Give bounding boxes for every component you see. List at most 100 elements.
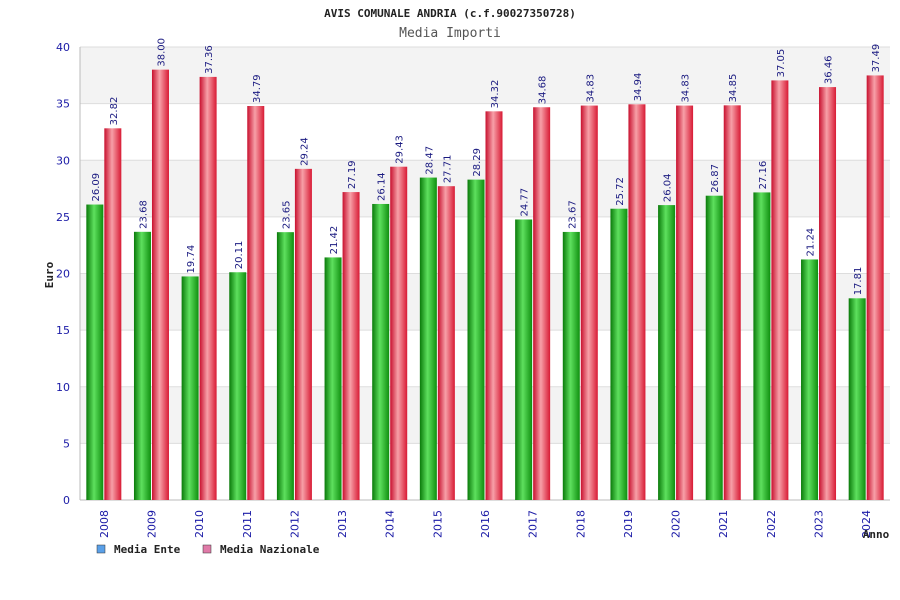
bar-media-ente-2023	[801, 259, 819, 500]
bar-media-nazionale-2020	[676, 105, 694, 501]
data-label: 27.16	[758, 161, 769, 190]
x-tick-label: 2012	[288, 510, 301, 538]
data-label: 26.14	[377, 172, 388, 201]
data-label: 34.32	[490, 80, 501, 109]
bar-media-ente-2016	[467, 179, 485, 500]
bar-media-ente-2019	[610, 208, 628, 500]
data-label: 34.94	[633, 73, 644, 102]
x-tick-label: 2015	[431, 510, 444, 538]
data-label: 34.83	[585, 74, 596, 103]
bar-media-ente-2013	[324, 257, 342, 500]
data-label: 25.72	[615, 177, 626, 206]
x-tick-label: 2020	[670, 510, 683, 538]
data-label: 23.68	[138, 200, 149, 229]
data-label: 26.87	[710, 164, 721, 193]
data-label: 20.11	[234, 241, 245, 270]
x-axis-ticks: 2008 2009 2010 2011 2012 2013 2014 2015 2016 2017…	[98, 510, 873, 538]
bar-media-nazionale-2014	[390, 166, 408, 500]
bar-media-ente-2014	[372, 203, 390, 501]
legend-swatch-media-ente	[96, 544, 106, 554]
x-tick-label: 2022	[765, 510, 778, 538]
bar-media-ente-2021	[705, 195, 723, 500]
data-label: 27.19	[347, 160, 358, 189]
data-label: 32.82	[109, 97, 120, 126]
bar-media-nazionale-2009	[151, 69, 169, 501]
data-label: 34.79	[252, 74, 263, 103]
bar-media-nazionale-2021	[723, 105, 741, 500]
data-label: 26.04	[663, 173, 674, 202]
data-label: 28.47	[424, 146, 435, 175]
x-tick-label: 2024	[860, 510, 873, 538]
data-label: 37.36	[204, 45, 215, 74]
x-tick-label: 2018	[574, 510, 587, 538]
x-tick-label: 2009	[145, 510, 158, 538]
x-tick-label: 2019	[622, 510, 635, 538]
legend-label-media-ente: Media Ente	[114, 543, 181, 556]
x-tick-label: 2014	[384, 510, 397, 538]
bar-media-nazionale-2012	[294, 168, 312, 500]
y-tick-label: 10	[56, 381, 70, 394]
bar-media-nazionale-2008	[104, 128, 122, 500]
x-tick-label: 2021	[717, 510, 730, 538]
bar-media-ente-2017	[515, 219, 533, 501]
bar-media-nazionale-2018	[580, 105, 598, 501]
bar-media-nazionale-2016	[485, 111, 503, 501]
bar-media-ente-2008	[86, 204, 104, 500]
data-label: 27.71	[442, 155, 453, 184]
bar-media-nazionale-2015	[437, 186, 455, 500]
data-label: 34.83	[681, 74, 692, 103]
bar-media-ente-2018	[562, 231, 580, 500]
data-label: 34.68	[538, 76, 549, 105]
y-tick-label: 20	[56, 268, 70, 281]
bar-media-ente-2024	[848, 298, 866, 500]
y-tick-label: 25	[56, 211, 70, 224]
bar-media-nazionale-2024	[866, 75, 884, 500]
chart-title: AVIS COMUNALE ANDRIA (c.f.90027350728)	[324, 7, 576, 20]
bar-media-nazionale-2013	[342, 192, 360, 501]
data-label: 23.67	[567, 200, 578, 229]
data-label: 37.05	[776, 49, 787, 78]
bar-media-nazionale-2011	[247, 106, 265, 501]
bar-media-ente-2010	[181, 276, 199, 500]
data-label: 38.00	[156, 38, 167, 67]
x-tick-label: 2016	[479, 510, 492, 538]
data-label: 37.49	[871, 44, 882, 73]
bar-media-nazionale-2023	[819, 87, 837, 500]
legend-label-media-nazionale: Media Nazionale	[220, 543, 320, 556]
data-label: 28.29	[472, 148, 483, 177]
data-label: 29.24	[299, 137, 310, 166]
bar-media-ente-2012	[276, 232, 294, 500]
x-tick-label: 2011	[241, 510, 254, 538]
legend-swatch-media-nazionale	[202, 544, 212, 554]
bar-media-ente-2015	[419, 177, 437, 500]
data-label: 23.65	[281, 201, 292, 230]
x-tick-label: 2017	[527, 510, 540, 538]
bar-media-ente-2011	[229, 272, 247, 500]
bar-media-nazionale-2017	[533, 107, 551, 501]
legend: Media Ente Media Nazionale	[96, 543, 320, 556]
bar-media-ente-2022	[753, 192, 771, 500]
data-label: 24.77	[520, 188, 531, 217]
bar-media-ente-2020	[658, 205, 676, 501]
data-label: 21.42	[329, 226, 340, 255]
y-tick-label: 5	[63, 437, 70, 450]
data-label: 34.85	[728, 74, 739, 103]
x-tick-label: 2008	[98, 510, 111, 538]
y-tick-label: 0	[63, 494, 70, 507]
x-tick-label: 2023	[813, 510, 826, 538]
y-tick-label: 35	[56, 98, 70, 111]
x-axis-label: Anno	[863, 528, 890, 541]
bar-media-nazionale-2019	[628, 104, 646, 500]
y-tick-label: 15	[56, 324, 70, 337]
y-axis-ticks: 0 5 10 15 20 25 30 35 40	[56, 41, 70, 507]
bar-media-nazionale-2022	[771, 80, 789, 500]
data-label: 29.43	[395, 135, 406, 164]
data-label: 21.24	[806, 228, 817, 257]
x-tick-label: 2010	[193, 510, 206, 538]
y-tick-label: 40	[56, 41, 70, 54]
y-axis-label: Euro	[43, 261, 56, 288]
chart-subtitle: Media Importi	[399, 26, 501, 41]
bar-media-nazionale-2010	[199, 76, 217, 500]
data-label: 17.81	[853, 267, 864, 296]
